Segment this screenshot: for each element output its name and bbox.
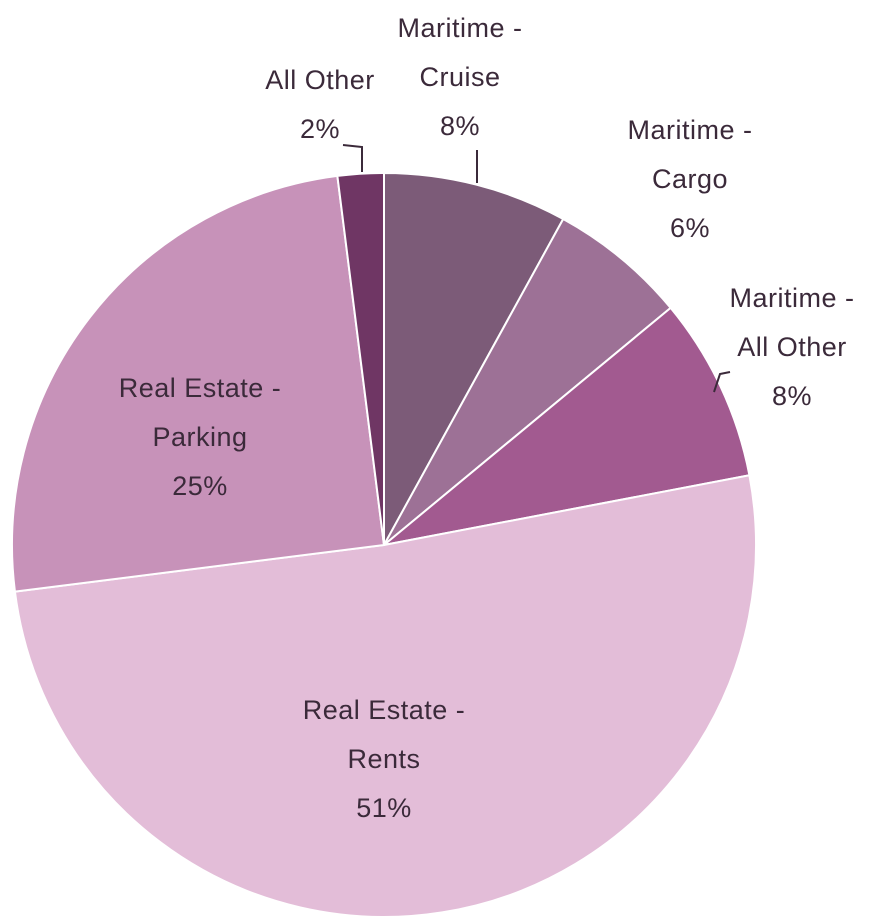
slice <box>336 171 385 546</box>
slice-value-label: 8% <box>440 111 480 141</box>
leader-line <box>342 144 363 172</box>
slice-label: Maritime -All Other <box>730 283 855 362</box>
slice <box>383 171 565 546</box>
slice <box>383 217 673 546</box>
slice-label: Maritime -Cruise <box>398 13 523 92</box>
slice-value-label: 8% <box>772 381 812 411</box>
slice-label: Real Estate -Rents <box>303 695 466 774</box>
slice-value-label: 25% <box>172 471 228 501</box>
leader-line <box>713 371 731 393</box>
slice-label: Real Estate -Parking <box>119 373 282 452</box>
slice-label: Maritime -Cargo <box>628 115 753 194</box>
slice-value-label: 51% <box>356 793 412 823</box>
slices <box>11 171 757 918</box>
slice <box>13 474 757 918</box>
slice-label: All Other <box>265 65 375 95</box>
slice-value-label: 6% <box>670 213 710 243</box>
slice <box>383 306 751 546</box>
leader-lines <box>342 144 731 393</box>
slice <box>11 174 386 593</box>
slice-value-label: 2% <box>300 114 340 144</box>
